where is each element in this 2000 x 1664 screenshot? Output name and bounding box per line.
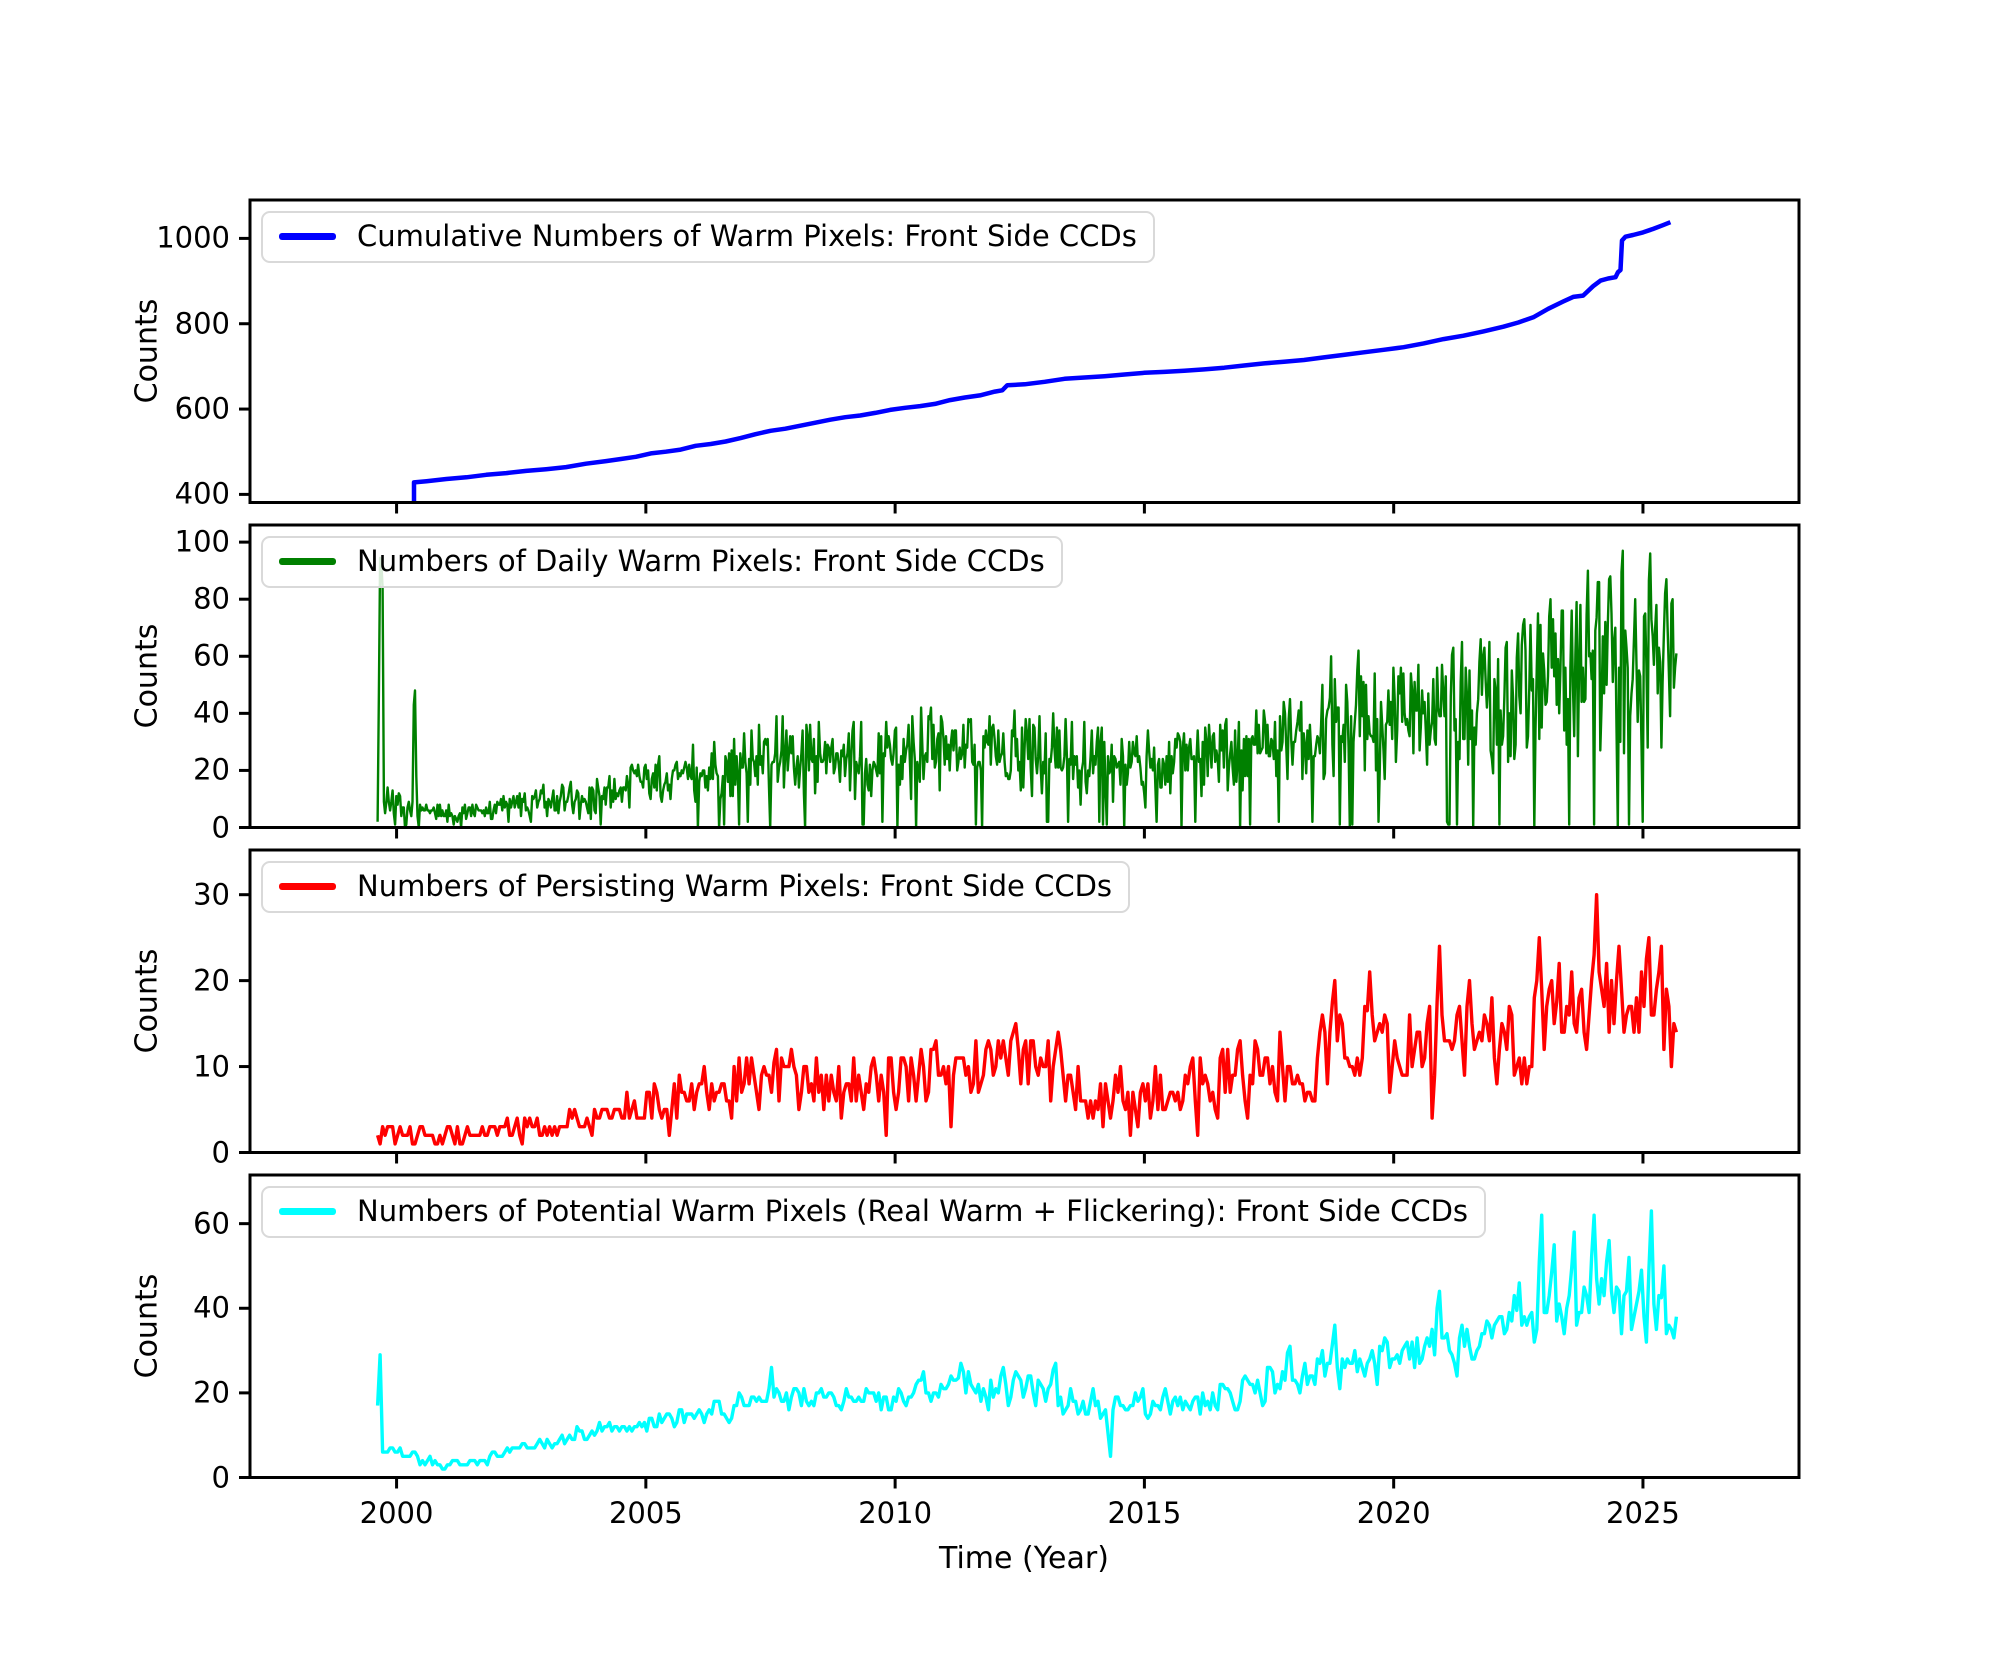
legend-line-green-icon: [279, 558, 336, 566]
y-tick-label-potential: 0: [211, 1460, 230, 1494]
legend-label-potential: Numbers of Potential Warm Pixels (Real W…: [357, 1194, 1469, 1228]
legend-cumulative: Cumulative Numbers of Warm Pixels: Front…: [261, 211, 1155, 263]
legend-line-blue-icon: [279, 233, 336, 241]
axes-box-potential: [248, 1173, 1801, 1479]
y-tick-label-daily: 80: [193, 581, 230, 616]
y-axis-label-persisting: Counts: [129, 948, 165, 1054]
x-axis-label: Time (Year): [939, 1541, 1109, 1576]
legend-label-cumulative: Cumulative Numbers of Warm Pixels: Front…: [357, 219, 1137, 253]
legend-potential: Numbers of Potential Warm Pixels (Real W…: [261, 1186, 1487, 1238]
y-tick-label-cumulative: 1000: [156, 220, 230, 255]
y-tick-label-potential: 40: [193, 1290, 230, 1325]
series-daily: [376, 549, 1678, 829]
legend-persisting: Numbers of Persisting Warm Pixels: Front…: [261, 861, 1131, 913]
y-tick-label-potential: 20: [193, 1375, 230, 1410]
x-tick-label: 2000: [359, 1495, 434, 1530]
legend-daily: Numbers of Daily Warm Pixels: Front Side…: [261, 536, 1063, 588]
legend-line-red-icon: [279, 883, 336, 891]
y-tick-label-cumulative: 400: [174, 476, 230, 511]
y-tick-label-persisting: 30: [193, 877, 230, 912]
y-tick-label-daily: 40: [193, 695, 230, 730]
y-tick-label-persisting: 0: [211, 1135, 230, 1169]
y-axis-label-daily: Counts: [129, 623, 165, 729]
x-tick-label: 2015: [1107, 1495, 1182, 1530]
x-tick-label: 2010: [858, 1495, 933, 1530]
legend-line-cyan-icon: [279, 1208, 336, 1216]
x-tick-label: 2005: [608, 1495, 683, 1530]
x-tick-label: 2020: [1356, 1495, 1431, 1530]
axes-box-daily: [248, 523, 1801, 829]
y-tick-label-daily: 0: [211, 810, 230, 844]
y-tick-label-persisting: 10: [193, 1049, 230, 1084]
series-persisting: [375, 893, 1679, 1146]
series-cumulative: [411, 220, 1672, 503]
y-axis-label-potential: Counts: [129, 1273, 165, 1379]
y-tick-label-cumulative: 600: [174, 391, 230, 426]
x-tick-label: 2025: [1606, 1495, 1680, 1530]
legend-label-daily: Numbers of Daily Warm Pixels: Front Side…: [357, 544, 1045, 578]
y-tick-label-potential: 60: [193, 1206, 230, 1241]
y-tick-label-daily: 60: [193, 638, 230, 673]
y-tick-label-persisting: 20: [193, 963, 230, 998]
y-axis-label-cumulative: Counts: [129, 298, 165, 404]
axes-box-cumulative: [248, 198, 1801, 504]
axes-box-persisting: [248, 848, 1801, 1154]
series-potential: [375, 1209, 1679, 1471]
y-tick-label-cumulative: 800: [174, 306, 230, 341]
y-tick-label-daily: 20: [193, 752, 230, 787]
y-tick-label-daily: 100: [174, 524, 230, 559]
legend-label-persisting: Numbers of Persisting Warm Pixels: Front…: [357, 869, 1113, 903]
